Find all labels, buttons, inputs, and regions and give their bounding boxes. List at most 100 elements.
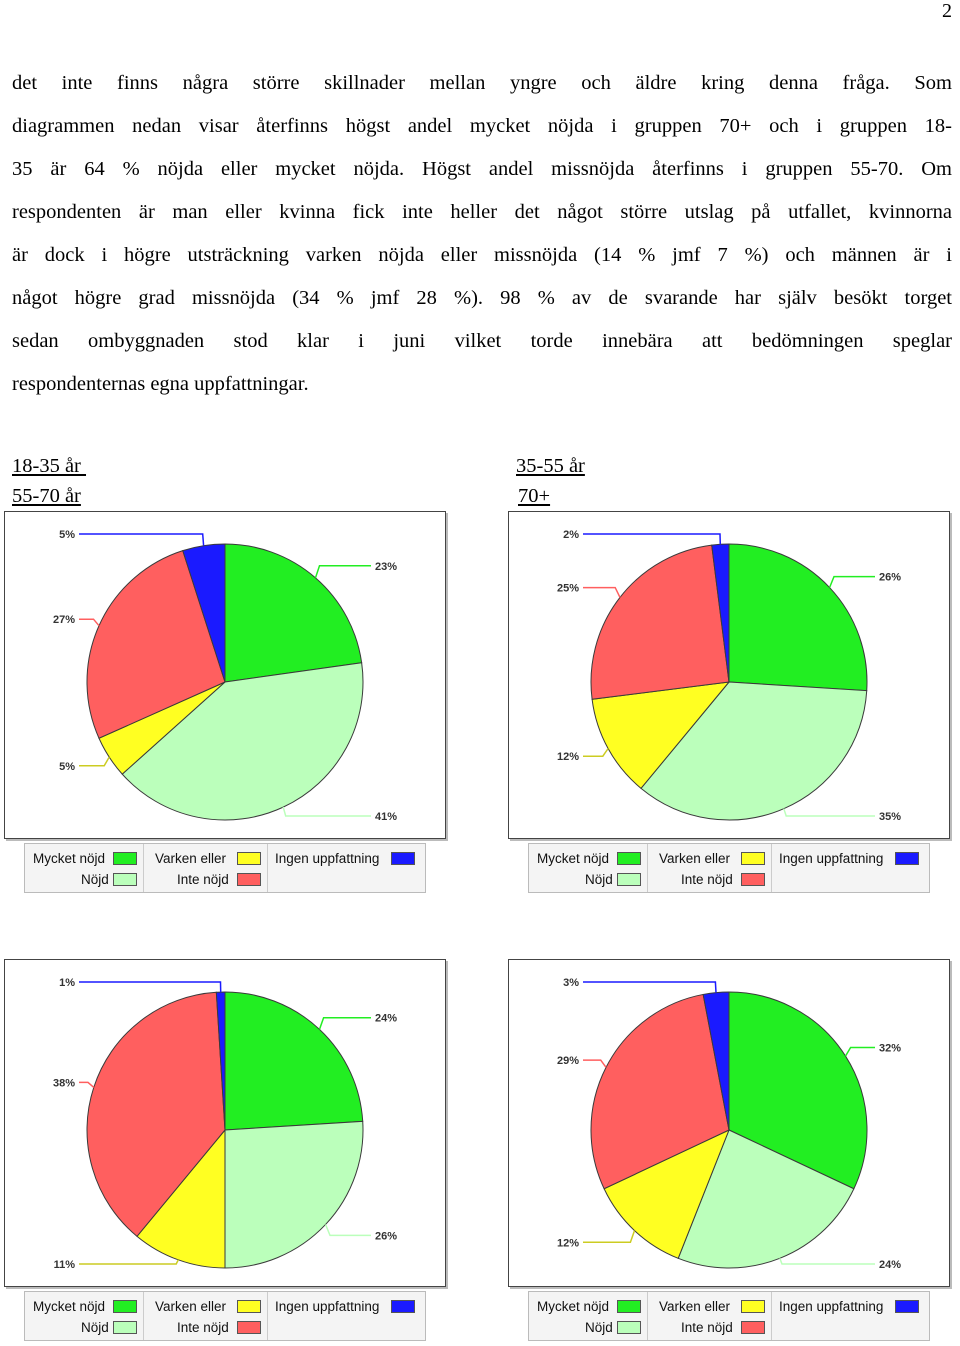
- paragraph-line: det inte finns några större skillnader m…: [12, 72, 952, 94]
- pie-leader-line: [583, 981, 717, 993]
- legend-ingen-uppfattning: Ingen uppfattning: [779, 851, 884, 866]
- pie-slice-varken-eller: [591, 681, 731, 790]
- pie-leader-line: [324, 1224, 371, 1237]
- pie-slice-ingen-uppfattning: [702, 991, 730, 1131]
- pie-leader-line: [779, 1258, 875, 1265]
- legend-swatch-varken-eller: [237, 852, 261, 865]
- pie-slice-inte-nojd: [590, 544, 730, 700]
- legend-mycket-nojd: Mycket nöjd: [537, 851, 610, 866]
- legend-nojd: Nöjd: [585, 872, 613, 887]
- legend-swatch-inte-nojd: [237, 873, 261, 886]
- legend-nojd: Nöjd: [81, 1320, 109, 1335]
- pie-slice-nojd: [224, 1120, 364, 1269]
- pie-slice-varken-eller: [603, 1129, 730, 1259]
- paragraph-line: något högre grad missnöjda (34 % jmf 28 …: [12, 287, 952, 309]
- paragraph-line: 35 är 64 % nöjda eller mycket nöjda. Hög…: [12, 158, 952, 180]
- pie-slice-nojd: [640, 681, 868, 821]
- chart-legend: Mycket nöjd Nöjd Varken eller Inte nöjd …: [528, 843, 930, 893]
- legend-varken-eller: Varken eller: [659, 1299, 731, 1314]
- legend-swatch-inte-nojd: [741, 873, 765, 886]
- pie-data-label: 27%: [53, 614, 75, 626]
- pie-chart-svg: 32% 24% 3% 29% 12%: [557, 977, 901, 1271]
- legend-swatch-nojd: [113, 1321, 137, 1334]
- legend-swatch-mycket-nojd: [617, 852, 641, 865]
- pie-data-label: 32%: [879, 1043, 901, 1055]
- pie-chart-svg: 24% 26% 1% 38% 11%: [53, 977, 397, 1271]
- legend-inte-nojd: Inte nöjd: [177, 1320, 229, 1335]
- legend-swatch-ingen-uppfattning: [895, 852, 919, 865]
- paragraph-line: sedan ombyggnaden stod klar i juni vilke…: [12, 330, 952, 352]
- legend-swatch-nojd: [113, 873, 137, 886]
- pie-leader-line: [79, 533, 205, 546]
- pie-data-label: 24%: [879, 1259, 901, 1271]
- pie-data-label: 24%: [375, 1013, 397, 1025]
- pie-leader-line: [79, 756, 110, 767]
- pie-leader-line: [828, 575, 875, 588]
- pie-chart-18-35: 23% 41% 5% 27% 5%: [4, 511, 446, 839]
- legend-varken-eller: Varken eller: [155, 1299, 227, 1314]
- pie-data-label: 3%: [563, 977, 579, 989]
- legend-swatch-mycket-nojd: [113, 1300, 137, 1313]
- pie-data-label: 1%: [59, 977, 75, 989]
- pie-leader-line: [583, 748, 609, 757]
- pie-chart-55-70: 24% 26% 1% 38% 11%: [4, 959, 446, 1287]
- group-label-35-55: 35-55 år: [516, 455, 585, 477]
- pie-data-label: 5%: [59, 529, 75, 541]
- pie-leader-line: [583, 533, 722, 545]
- pie-slice-mycket-nojd: [728, 543, 868, 692]
- pie-data-label: 5%: [59, 761, 75, 773]
- pie-slice-mycket-nojd: [224, 991, 364, 1131]
- group-label-70plus: 70+: [518, 485, 551, 507]
- legend-swatch-mycket-nojd: [113, 852, 137, 865]
- legend-inte-nojd: Inte nöjd: [177, 872, 229, 887]
- pie-chart-35-55: 26% 35% 2% 25% 12%: [508, 511, 950, 839]
- pie-leader-line: [583, 1059, 607, 1068]
- pie-data-label: 29%: [557, 1055, 579, 1067]
- pie-leader-line: [282, 806, 371, 817]
- chart-legend: Mycket nöjd Nöjd Varken eller Inte nöjd …: [24, 843, 426, 893]
- legend-swatch-nojd: [617, 873, 641, 886]
- pie-data-label: 25%: [557, 583, 579, 595]
- pie-data-label: 12%: [557, 1237, 579, 1249]
- pie-data-label: 2%: [563, 529, 579, 541]
- pie-data-label: 23%: [375, 561, 397, 573]
- pie-leader-line: [79, 981, 222, 993]
- legend-nojd: Nöjd: [81, 872, 109, 887]
- paragraph-line: respondenten är man eller kvinna fick in…: [12, 201, 952, 223]
- legend-mycket-nojd: Mycket nöjd: [33, 851, 106, 866]
- pie-leader-line: [318, 1016, 371, 1030]
- pie-data-label: 12%: [557, 751, 579, 763]
- legend-inte-nojd: Inte nöjd: [681, 872, 733, 887]
- paragraph-line: är dock i högre utsträckning varken nöjd…: [12, 244, 952, 266]
- pie-leader-line: [314, 565, 371, 579]
- legend-nojd: Nöjd: [585, 1320, 613, 1335]
- legend-mycket-nojd: Mycket nöjd: [33, 1299, 106, 1314]
- pie-chart-svg: 23% 41% 5% 27% 5%: [53, 529, 397, 823]
- pie-leader-line: [79, 618, 100, 627]
- pie-leader-line: [583, 1230, 636, 1244]
- legend-swatch-ingen-uppfattning: [895, 1300, 919, 1313]
- legend-swatch-mycket-nojd: [617, 1300, 641, 1313]
- legend-swatch-varken-eller: [741, 1300, 765, 1313]
- body-paragraph: det inte finns några större skillnader m…: [12, 62, 952, 406]
- chart-legend: Mycket nöjd Nöjd Varken eller Inte nöjd …: [528, 1291, 930, 1341]
- pie-data-label: 38%: [53, 1077, 75, 1089]
- pie-leader-line: [583, 586, 621, 598]
- pie-data-label: 11%: [54, 1259, 76, 1271]
- legend-mycket-nojd: Mycket nöjd: [537, 1299, 610, 1314]
- pie-leader-line: [783, 808, 875, 817]
- legend-swatch-varken-eller: [741, 852, 765, 865]
- group-label-55-70: 55-70 år: [12, 485, 81, 507]
- pie-data-label: 26%: [879, 572, 901, 584]
- chart-legend: Mycket nöjd Nöjd Varken eller Inte nöjd …: [24, 1291, 426, 1341]
- legend-swatch-ingen-uppfattning: [391, 852, 415, 865]
- pie-leader-line: [844, 1046, 875, 1057]
- legend-varken-eller: Varken eller: [155, 851, 227, 866]
- legend-inte-nojd: Inte nöjd: [681, 1320, 733, 1335]
- pie-chart-70plus: 32% 24% 3% 29% 12%: [508, 959, 950, 1287]
- pie-chart-svg: 26% 35% 2% 25% 12%: [557, 529, 901, 823]
- paragraph-line: diagrammen nedan visar återfinns högst a…: [12, 115, 952, 137]
- legend-ingen-uppfattning: Ingen uppfattning: [779, 1299, 884, 1314]
- legend-swatch-inte-nojd: [741, 1321, 765, 1334]
- legend-swatch-ingen-uppfattning: [391, 1300, 415, 1313]
